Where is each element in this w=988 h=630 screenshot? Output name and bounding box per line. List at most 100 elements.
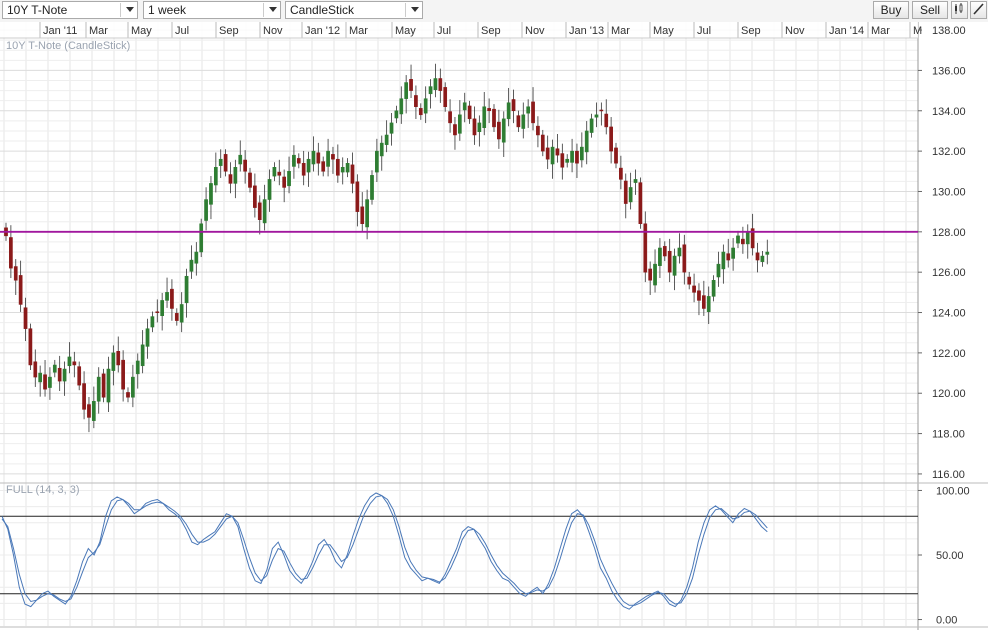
candle [701, 280, 706, 316]
candle-body [614, 147, 618, 164]
x-tick-label: Sep [481, 25, 501, 37]
candle [653, 249, 657, 293]
pencil-icon [973, 3, 984, 15]
interval-select[interactable]: 1 week [143, 1, 281, 19]
candle [126, 387, 130, 403]
candle [589, 113, 594, 138]
candle-body [111, 352, 116, 371]
candle-body [755, 252, 760, 261]
candle [43, 359, 47, 397]
chart-type-select[interactable]: CandleStick [285, 1, 423, 19]
candle-body [77, 366, 82, 386]
candle [560, 143, 565, 180]
candle [204, 187, 208, 231]
candle-body [589, 118, 594, 133]
candle-body [619, 167, 623, 180]
buy-label: Buy [880, 3, 902, 17]
candle [67, 342, 72, 374]
candle [506, 87, 511, 127]
draw-tool-button[interactable] [970, 1, 987, 19]
candle [306, 151, 311, 187]
candle-body [238, 154, 243, 165]
candle-body [506, 102, 511, 120]
candle-body [52, 364, 57, 373]
instrument-select[interactable]: 10Y T-Note [2, 1, 138, 19]
candle-body [48, 376, 52, 388]
candle [643, 211, 648, 283]
candle-body [150, 316, 155, 328]
candle-body [394, 110, 399, 119]
candle [648, 261, 653, 295]
candle-body [477, 122, 482, 133]
candle [96, 367, 101, 414]
candle [497, 109, 501, 149]
candle-body [257, 202, 262, 220]
candle-body [204, 199, 208, 221]
candle-body [765, 251, 770, 255]
candle [160, 292, 165, 331]
candle-body [687, 276, 692, 285]
candle-body [145, 328, 150, 347]
candle [72, 351, 77, 378]
candle [131, 364, 135, 408]
x-tick-label: Jan '13 [569, 25, 604, 37]
candle [540, 129, 545, 157]
candle [755, 242, 760, 273]
oscillator-title: FULL (14, 3, 3) [6, 484, 80, 496]
candle-body [174, 313, 179, 321]
candle-body [399, 98, 404, 115]
candle-body [628, 187, 633, 203]
candle [140, 330, 145, 374]
candle-body [579, 146, 584, 161]
candle [52, 359, 57, 378]
candle-body [233, 167, 238, 184]
candle-body [287, 171, 291, 187]
candle [233, 159, 238, 199]
candle-body [301, 162, 306, 176]
osc-tick-label: 50.00 [936, 550, 964, 562]
chart-canvas[interactable]: Jan '11 Mar May Jul Sep Nov Jan '12 Mar May Jul Se… [0, 22, 988, 630]
candle-body [155, 311, 160, 313]
candle [23, 297, 28, 341]
candle [526, 99, 531, 128]
candle-body [389, 122, 394, 134]
candle-body [296, 158, 301, 164]
candle-body [623, 180, 628, 204]
candle [248, 167, 252, 193]
candle-body [140, 344, 145, 367]
x-tick-label: M [913, 25, 922, 37]
candle-body [38, 372, 43, 383]
candle-body [648, 268, 653, 281]
candle [165, 277, 169, 308]
candle [760, 250, 765, 267]
candle [13, 259, 18, 295]
candle-body [575, 150, 579, 164]
toolbar: 10Y T-Note 1 week CandleStick Buy Sell [0, 0, 988, 23]
sell-button[interactable]: Sell [912, 1, 948, 19]
candle [697, 283, 701, 316]
candle [184, 268, 189, 318]
candle [350, 152, 355, 194]
candle [91, 386, 96, 429]
candle-body [9, 237, 13, 269]
candle-style-button[interactable] [951, 1, 968, 19]
candle-body [423, 98, 428, 114]
chart-title: 10Y T-Note (CandleStick) [6, 40, 130, 52]
buy-button[interactable]: Buy [873, 1, 909, 19]
candle [384, 120, 389, 153]
candle [301, 150, 306, 186]
candle-body [121, 359, 125, 390]
candle [418, 103, 423, 120]
candle [33, 349, 38, 387]
candle-body [692, 285, 696, 293]
candle-body [340, 167, 345, 173]
candle [570, 138, 574, 173]
candle [638, 177, 643, 229]
price-tick-label: 132.00 [932, 146, 966, 158]
price-tick-label: 120.00 [932, 388, 966, 400]
candle-body [750, 228, 755, 249]
candlestick-icon [955, 3, 963, 14]
candle-body [277, 171, 282, 176]
candle-body [223, 154, 228, 172]
candle [536, 116, 540, 148]
